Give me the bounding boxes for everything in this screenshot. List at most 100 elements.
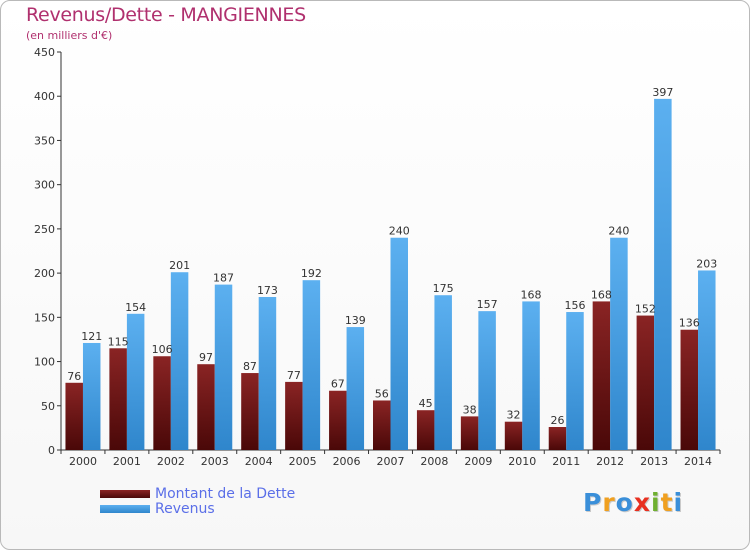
bar-revenus — [82, 342, 101, 450]
y-tick-label: 350 — [34, 134, 55, 147]
data-label-debt: 115 — [108, 335, 129, 348]
bar-debt — [241, 373, 259, 450]
bar-debt — [460, 416, 479, 450]
legend-label-debt: Montant de la Dette — [155, 485, 296, 502]
bar-revenus — [170, 272, 189, 450]
bar-debt — [636, 315, 655, 450]
bar-debt — [373, 400, 391, 450]
bar-debt — [592, 301, 611, 450]
data-label-revenus: 397 — [652, 86, 673, 99]
bar-debt — [548, 427, 567, 450]
y-tick-label: 100 — [34, 356, 55, 369]
legend: Montant de la Dette Revenus — [100, 485, 296, 517]
x-tick-label: 2011 — [552, 455, 580, 468]
chart-title: Revenus/Dette - MANGIENNES — [26, 4, 306, 26]
y-tick-label: 200 — [34, 267, 55, 280]
bar-revenus — [566, 312, 584, 450]
x-tick-label: 2010 — [508, 455, 536, 468]
bars — [65, 98, 716, 451]
x-tick-label: 2001 — [113, 455, 141, 468]
bar-revenus — [654, 98, 672, 451]
data-label-debt: 77 — [287, 369, 301, 382]
data-label-debt: 45 — [419, 397, 433, 410]
data-label-revenus: 187 — [213, 272, 234, 285]
y-tick-label: 150 — [34, 311, 55, 324]
bar-debt — [680, 329, 699, 450]
y-tick-label: 50 — [41, 400, 55, 413]
bar-revenus — [390, 237, 408, 450]
data-label-revenus: 201 — [169, 259, 190, 272]
data-labels: 76 121 115 154 106 201 97 187 87 173 77 192 67 139 56 2… — [67, 86, 717, 427]
logo-letter: x — [633, 488, 651, 517]
data-label-debt: 152 — [635, 303, 656, 316]
data-label-debt: 67 — [331, 378, 345, 391]
data-label-debt: 97 — [199, 351, 213, 364]
data-label-debt: 76 — [67, 370, 81, 383]
x-tick-label: 2014 — [684, 455, 712, 468]
y-tick-label: 250 — [34, 223, 55, 236]
bar-revenus — [126, 313, 145, 450]
axes: 0 50 100 150 200 250 300 350 400 450 2000 2001 2002 2… — [34, 46, 721, 468]
x-tick-label: 2000 — [69, 455, 97, 468]
y-tick-label: 400 — [34, 90, 55, 103]
data-label-debt: 32 — [507, 409, 521, 422]
bar-revenus — [302, 280, 321, 450]
bar-debt — [504, 421, 523, 450]
bar-revenus — [522, 301, 540, 450]
legend-swatch-revenus — [100, 504, 150, 513]
bar-revenus — [214, 284, 233, 450]
x-tick-label: 2002 — [157, 455, 185, 468]
data-label-revenus: 121 — [81, 330, 102, 343]
bar-revenus — [478, 311, 496, 450]
bar-revenus — [258, 296, 277, 450]
bar-debt — [416, 410, 435, 450]
x-tick-label: 2003 — [201, 455, 229, 468]
x-tick-label: 2008 — [420, 455, 448, 468]
data-label-revenus: 192 — [301, 267, 322, 280]
logo-letter: P — [583, 488, 603, 517]
data-label-debt: 87 — [243, 360, 257, 373]
data-label-revenus: 168 — [521, 288, 542, 301]
proxiti-logo: Proxiti — [583, 488, 683, 517]
logo-letter: r — [602, 488, 616, 517]
x-tick-label: 2009 — [464, 455, 492, 468]
legend-swatch-debt — [100, 489, 150, 498]
bar-debt — [109, 348, 127, 450]
data-label-revenus: 240 — [608, 225, 629, 238]
bar-revenus — [434, 295, 452, 450]
logo-letter: i — [651, 488, 661, 517]
bar-debt — [65, 382, 83, 450]
legend-item-debt: Montant de la Dette — [100, 485, 296, 502]
y-tick-label: 300 — [34, 179, 55, 192]
bar-debt — [197, 364, 215, 450]
data-label-debt: 56 — [375, 387, 389, 400]
legend-item-revenus: Revenus — [100, 500, 295, 517]
data-label-debt: 38 — [463, 403, 477, 416]
chart-subtitle: (en milliers d'€) — [26, 29, 113, 42]
bar-revenus — [610, 237, 628, 450]
bar-debt — [329, 390, 347, 450]
data-label-revenus: 139 — [345, 314, 366, 327]
data-label-revenus: 154 — [125, 301, 146, 314]
data-label-debt: 26 — [550, 414, 564, 427]
y-tick-label: 450 — [34, 46, 55, 59]
data-label-revenus: 203 — [696, 257, 717, 270]
data-label-revenus: 157 — [477, 298, 498, 311]
logo-letter: o — [615, 488, 634, 517]
legend-label-revenus: Revenus — [155, 500, 215, 517]
x-tick-label: 2012 — [596, 455, 624, 468]
logo-letter: i — [673, 488, 684, 517]
x-tick-label: 2013 — [640, 455, 668, 468]
bar-debt — [153, 356, 171, 450]
data-label-revenus: 240 — [389, 225, 410, 238]
data-label-debt: 168 — [591, 288, 612, 301]
data-label-revenus: 173 — [257, 284, 278, 297]
bar-revenus — [346, 327, 365, 450]
x-tick-label: 2006 — [333, 455, 361, 468]
logo-letter: t — [660, 488, 674, 517]
data-label-revenus: 156 — [564, 299, 585, 312]
data-label-debt: 136 — [679, 317, 700, 330]
y-tick-label: 0 — [48, 444, 55, 457]
bar-revenus — [698, 270, 716, 450]
